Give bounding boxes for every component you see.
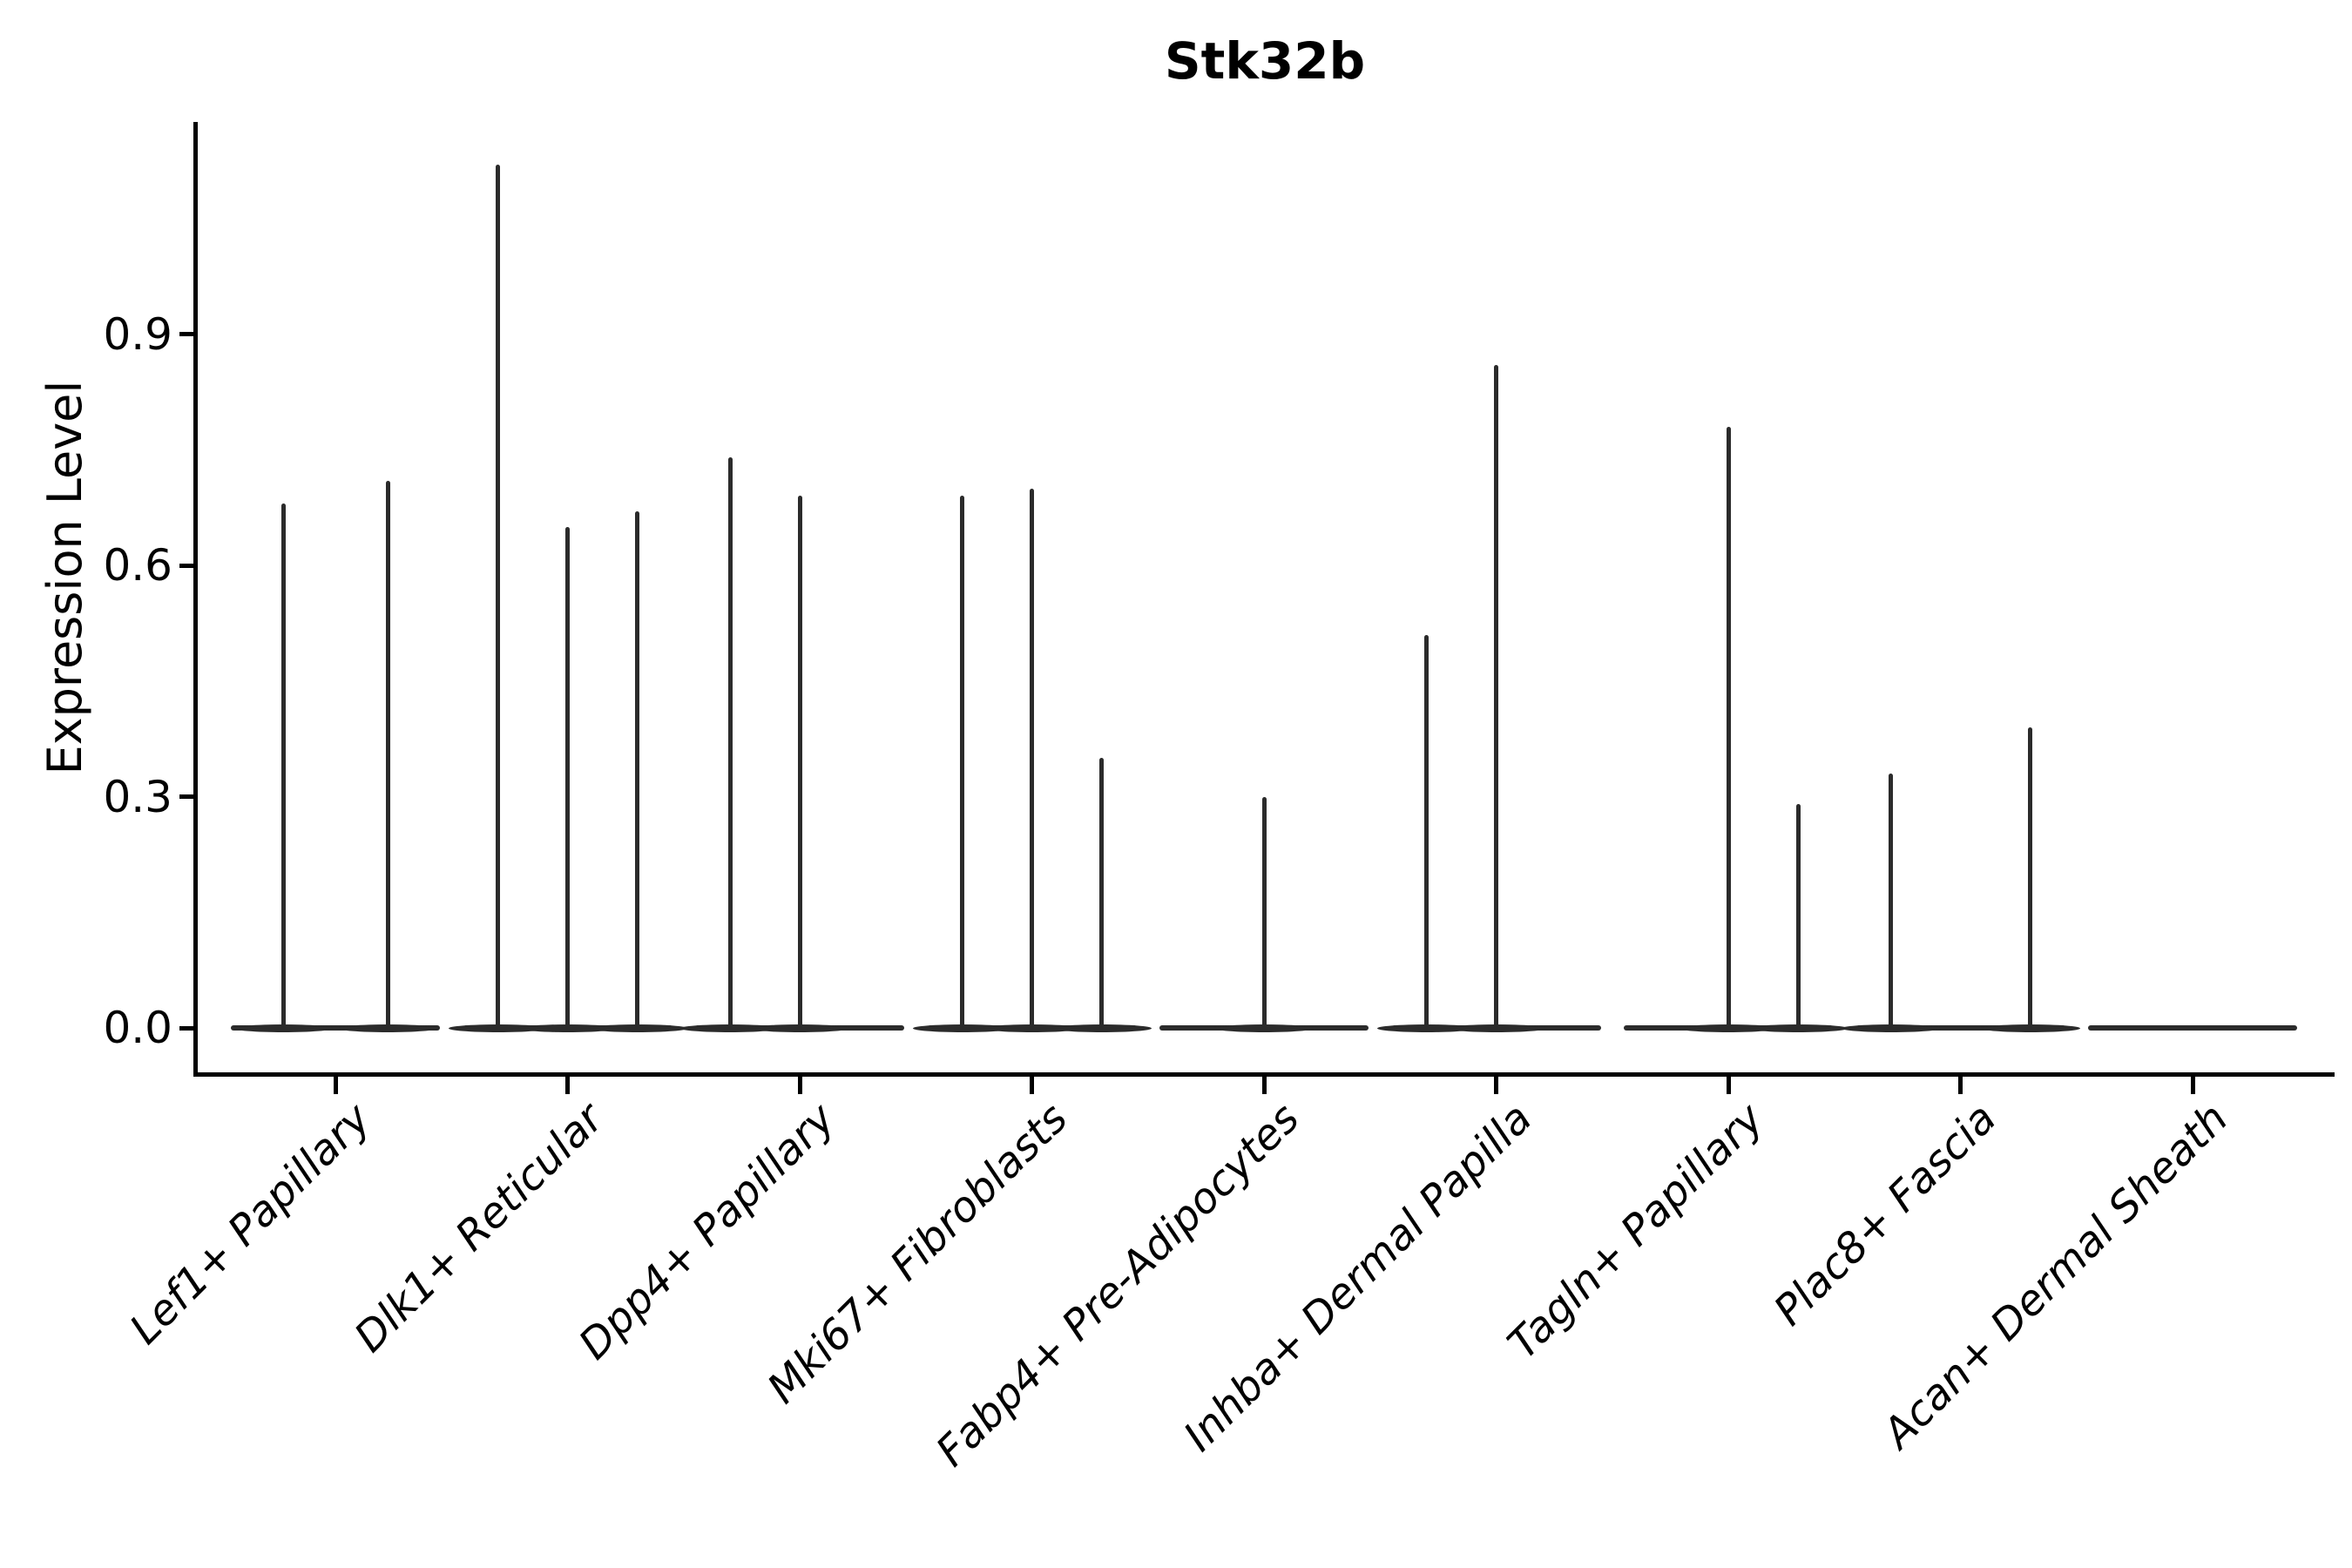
x-tick-label: Plac8+ Fascia — [1764, 1093, 2005, 1335]
x-tick — [2190, 1077, 2195, 1094]
violin-body — [750, 1024, 849, 1032]
violin-baseline — [231, 1025, 440, 1031]
x-tick-label: Acan+ Dermal Sheath — [1873, 1093, 2238, 1458]
x-tick-label: Dlk1+ Reticular — [344, 1093, 612, 1362]
violin-spike — [1099, 758, 1104, 1028]
x-tick — [1958, 1077, 1963, 1094]
violin-spike — [565, 526, 570, 1028]
violin-spike — [385, 480, 390, 1028]
violin-body — [1841, 1024, 1941, 1032]
violin-baseline — [2088, 1025, 2297, 1031]
plot-title: Stk32b — [1164, 31, 1366, 91]
violin-spike — [1795, 804, 1801, 1028]
x-tick — [1261, 1077, 1267, 1094]
y-tick — [179, 1025, 193, 1031]
violin-body — [338, 1024, 437, 1032]
y-tick — [179, 794, 193, 799]
x-axis-spine — [193, 1072, 2335, 1077]
y-tick-label: 0.6 — [103, 540, 172, 591]
x-tick — [797, 1077, 802, 1094]
y-axis-spine — [193, 122, 198, 1077]
violin-body — [233, 1024, 333, 1032]
violin-spike — [727, 457, 733, 1028]
x-tick-label: Dpp4+ Papillary — [569, 1093, 845, 1369]
violin-body — [517, 1024, 618, 1032]
y-tick-label: 0.3 — [103, 771, 172, 822]
violin-body — [1980, 1024, 2080, 1032]
x-tick — [1726, 1077, 1731, 1094]
violin-spike — [1424, 634, 1429, 1028]
violin-baseline — [1855, 1025, 2065, 1031]
x-tick — [565, 1077, 570, 1094]
violin-spike — [1030, 488, 1034, 1028]
violin-body — [448, 1024, 548, 1032]
violin-body — [1214, 1024, 1314, 1032]
violin-spike — [280, 504, 286, 1028]
violin-spike — [1726, 426, 1731, 1028]
violin-spike — [797, 496, 802, 1028]
y-tick-label: 0.0 — [103, 1003, 172, 1053]
violin-body — [1446, 1024, 1546, 1032]
y-tick-label: 0.9 — [103, 308, 172, 360]
violin-body — [912, 1024, 1012, 1032]
x-tick-label: Tagln+ Papillary — [1498, 1093, 1774, 1369]
violin-body — [1748, 1024, 1848, 1032]
violin-body — [982, 1024, 1082, 1032]
violin-body — [1679, 1024, 1778, 1032]
y-tick — [179, 332, 193, 336]
x-tick-label: Mki67+ Fibroblasts — [757, 1093, 1077, 1413]
violin-body — [1376, 1024, 1477, 1032]
violin-spike — [635, 511, 639, 1028]
x-tick-label: Fabp4+ Pre-Adipocytes — [926, 1093, 1309, 1477]
violin-spike — [1494, 364, 1498, 1028]
violin-spike — [1261, 796, 1267, 1028]
violin-body — [680, 1024, 780, 1032]
violin-spike — [2028, 727, 2032, 1028]
x-tick-label: Inhba+ Dermal Papilla — [1173, 1093, 1541, 1462]
y-tick — [179, 563, 193, 568]
x-tick — [1030, 1077, 1034, 1094]
violin-body — [587, 1024, 687, 1032]
violin-spike — [960, 496, 964, 1028]
violin-body — [1051, 1024, 1152, 1032]
violin-spike — [496, 164, 500, 1028]
x-tick — [1494, 1077, 1498, 1094]
x-tick — [333, 1077, 338, 1094]
violin-spike — [1889, 773, 1893, 1028]
